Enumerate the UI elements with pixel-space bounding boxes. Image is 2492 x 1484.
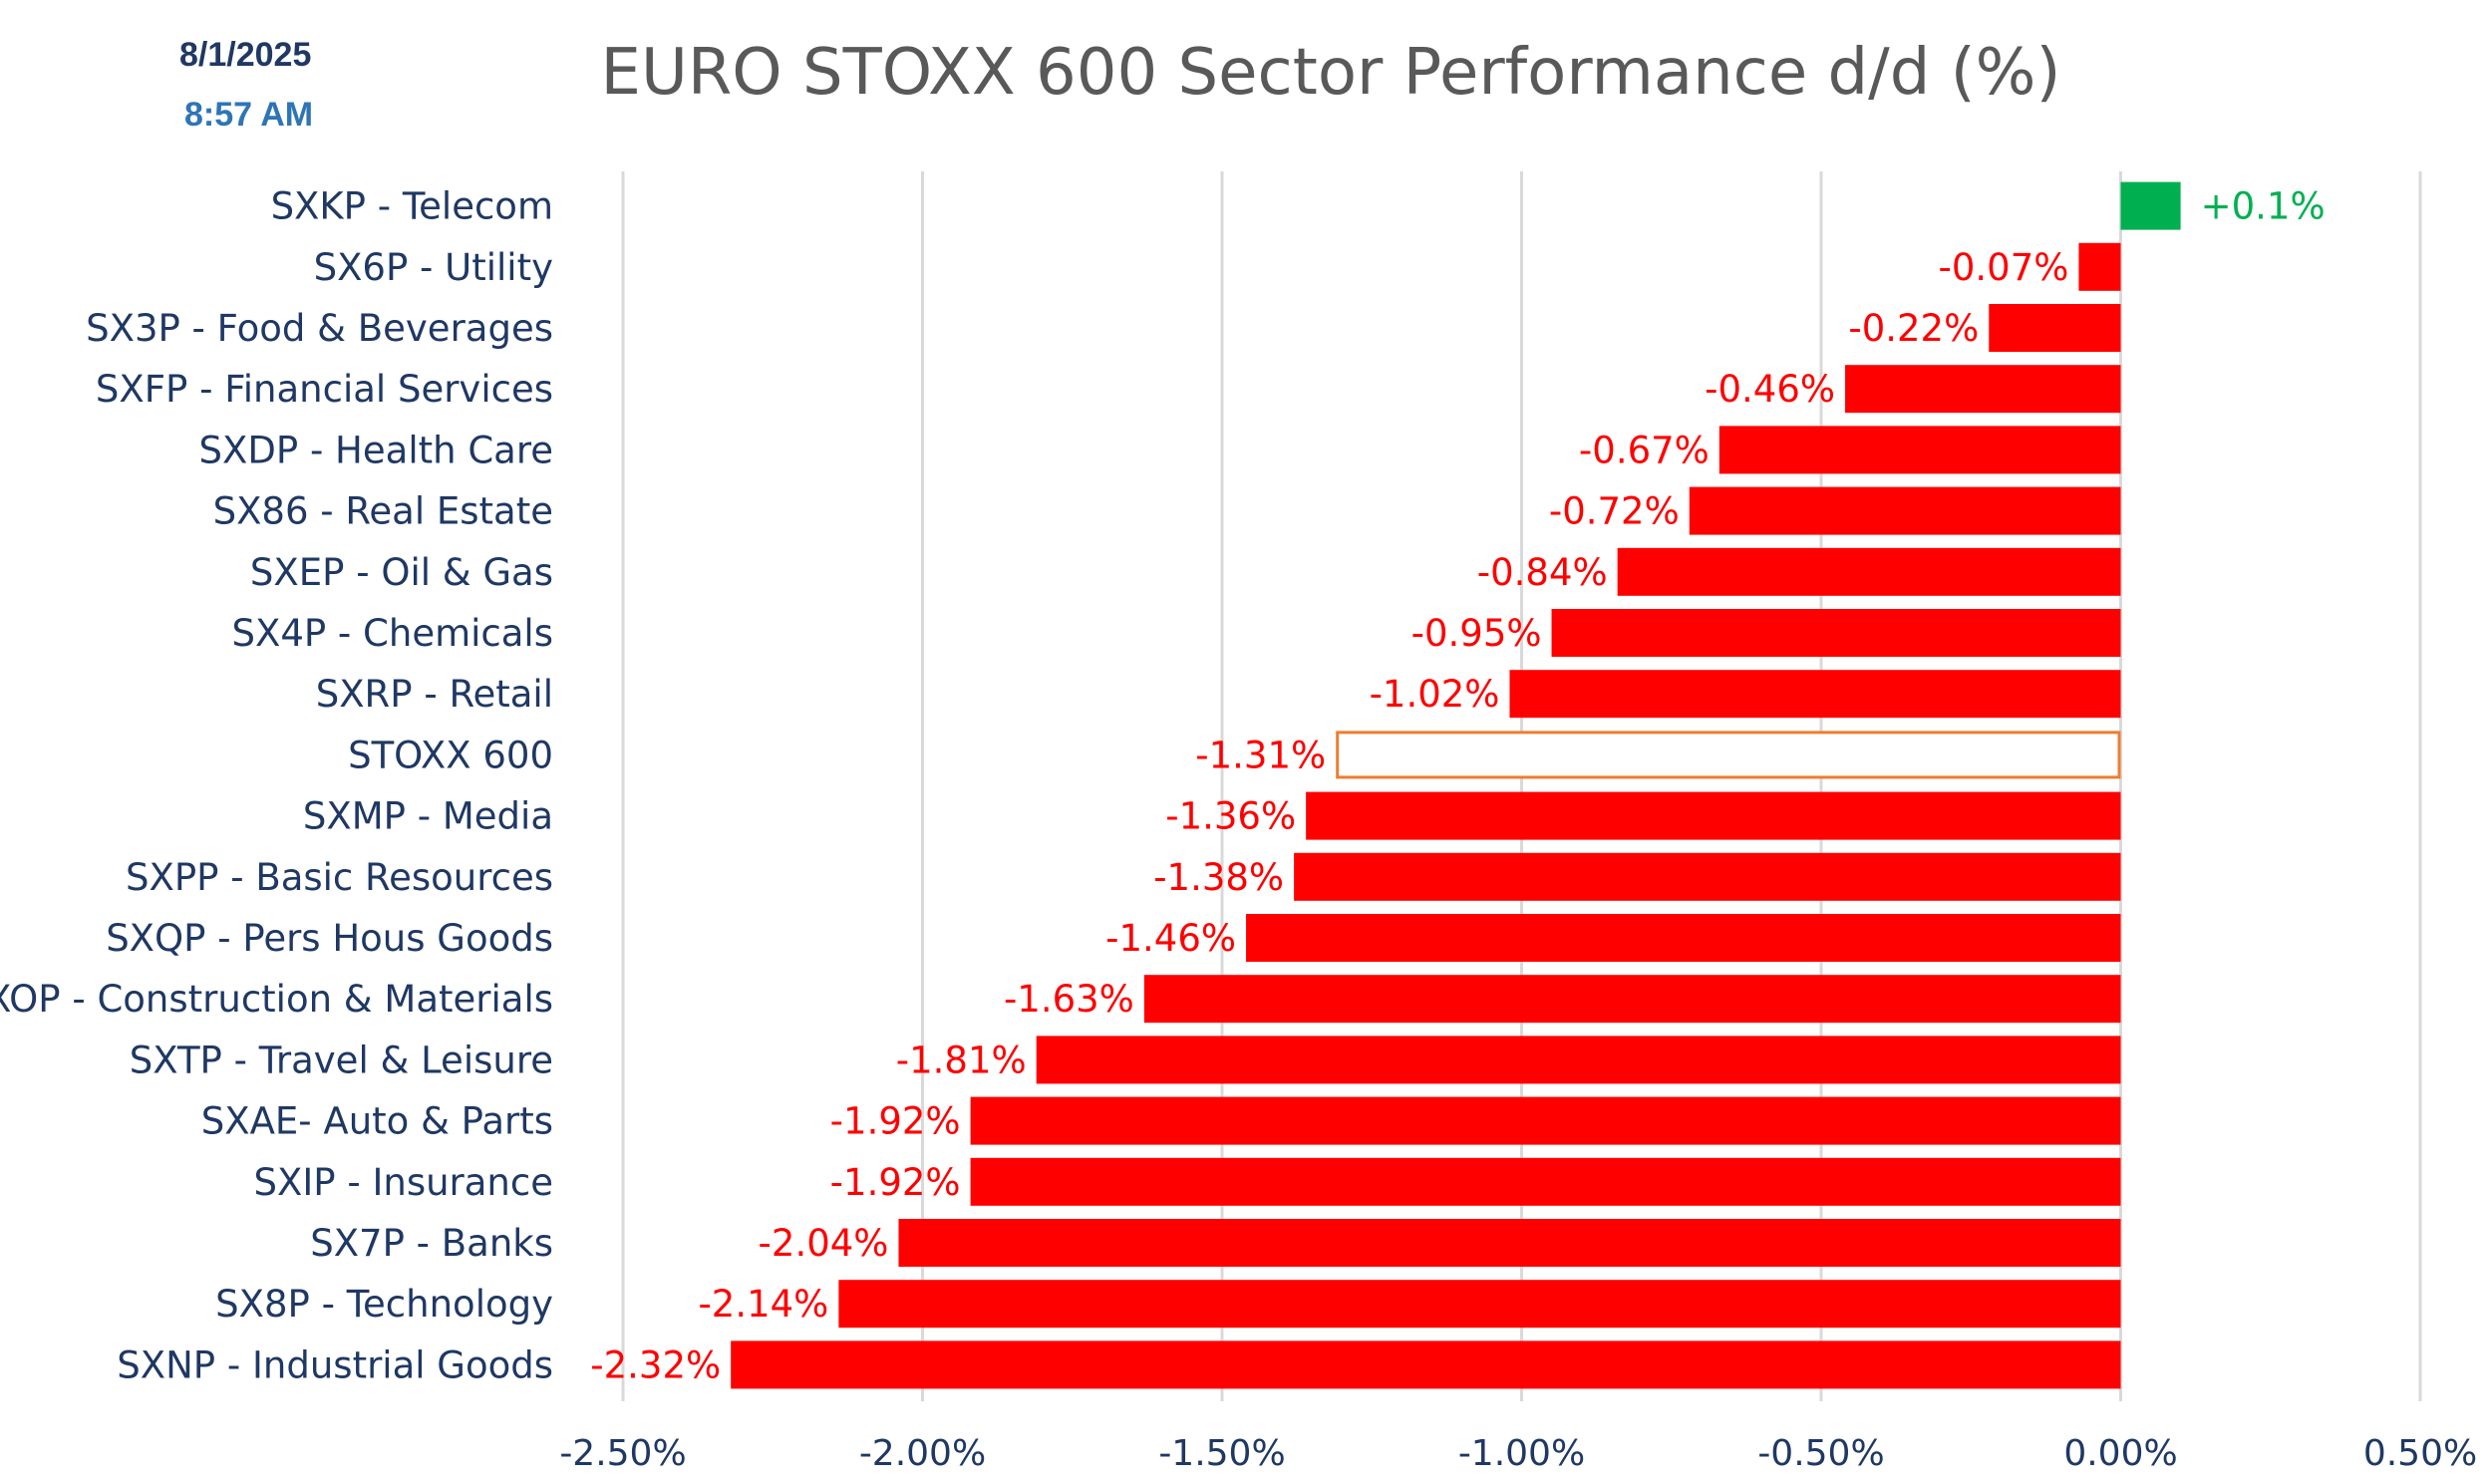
data-label: -0.22% [1848,307,1979,350]
bar [898,1219,2121,1267]
category-label: SX3P - Food & Beverages [86,307,553,350]
category-label: SXDP - Health Care [199,429,553,471]
category-label: SXPP - Basic Resources [126,856,553,899]
bar [731,1340,2121,1389]
bar [1143,975,2121,1024]
x-tick-label: 0.50% [2363,1433,2477,1474]
bar [2120,181,2181,230]
chart-title: EURO STOXX 600 Sector Performance d/d (%… [600,36,2061,110]
category-label: SXMP - Media [303,795,553,838]
data-label: -0.84% [1477,551,1608,594]
category-label: STOXX 600 [348,734,553,776]
category-label: SXTP - Travel & Leisure [130,1039,553,1081]
category-label: SX86 - Real Estate [213,490,553,533]
category-label: SXEP - Oil & Gas [250,551,553,594]
category-label: SXOP - Construction & Materials [0,978,553,1021]
bar [1617,547,2121,596]
x-tick-label: -0.50% [1757,1433,1884,1474]
bar [1306,791,2121,840]
data-label: -2.32% [590,1343,721,1386]
bar [1509,670,2121,719]
data-label: -1.02% [1370,673,1500,716]
data-label: -0.72% [1549,490,1680,533]
chart-time: 8:57 AM [184,96,314,134]
data-label: -1.38% [1153,856,1284,899]
data-label: -2.04% [759,1222,889,1265]
bar [1989,304,2121,352]
data-label: -1.81% [896,1039,1027,1081]
bar [1689,486,2121,535]
bar [1551,609,2121,657]
x-tick-label: 0.00% [2063,1433,2177,1474]
category-label: SX7P - Banks [310,1222,553,1265]
bar [1036,1036,2121,1084]
data-label: -1.92% [830,1100,961,1143]
bar-highlight [1336,731,2121,779]
data-label: -1.36% [1165,795,1296,838]
category-label: SX6P - Utility [314,246,553,289]
data-label: -2.14% [698,1283,828,1326]
data-label: -0.95% [1411,612,1542,655]
x-tick-label: -1.00% [1458,1433,1585,1474]
category-label: SXFP - Financial Services [96,368,553,411]
category-label: SXKP - Telecom [271,185,553,228]
bar [970,1157,2121,1206]
category-label: SXIP - Insurance [254,1161,553,1204]
category-label: SXRP - Retail [316,673,553,716]
data-label: -0.46% [1705,368,1835,411]
data-label: -1.92% [830,1161,961,1204]
data-label: -1.31% [1195,734,1326,776]
bar [838,1280,2121,1329]
category-label: SXAE- Auto & Parts [201,1100,553,1143]
data-label: -1.46% [1105,917,1236,960]
x-tick-label: -2.00% [859,1433,986,1474]
bar [970,1096,2121,1145]
chart-date: 8/1/2025 [179,36,312,74]
x-tick-label: -1.50% [1158,1433,1285,1474]
bar [1718,426,2121,474]
category-label: SXQP - Pers Hous Goods [106,917,553,960]
category-label: SXNP - Industrial Goods [117,1343,553,1386]
bar [1845,365,2121,414]
bar [1294,852,2121,901]
bar [1246,914,2121,962]
category-label: SX4P - Chemicals [231,612,553,655]
data-label: -0.07% [1939,246,2069,289]
data-label: +0.1% [2201,185,2326,228]
data-label: -0.67% [1579,429,1710,471]
category-label: SX8P - Technology [215,1283,553,1326]
data-label: -1.63% [1004,978,1134,1021]
x-tick-label: -2.50% [559,1433,686,1474]
bar [2078,242,2121,291]
